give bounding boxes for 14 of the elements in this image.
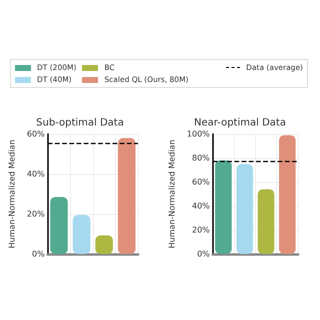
chart-title: Sub-optimal Data xyxy=(36,118,124,128)
y-axis-title: Human-Normalized Median xyxy=(168,140,176,248)
y-tick-label: 40% xyxy=(192,202,210,210)
chart-title: Near-optimal Data xyxy=(194,118,286,128)
y-tick-label: 60% xyxy=(192,178,210,186)
y-tick-label: 0% xyxy=(197,250,210,258)
y-tick-label: 100% xyxy=(186,130,210,138)
y-tick-label: 40% xyxy=(26,170,46,178)
y-axis-title: Human-Normalized Median xyxy=(8,140,16,248)
y-tick-label: 20% xyxy=(26,210,46,218)
y-tick-label: 60% xyxy=(26,130,46,138)
y-tick-label: 20% xyxy=(192,226,210,234)
y-tick-label: 80% xyxy=(192,154,210,162)
y-tick-label: 0% xyxy=(32,250,46,258)
